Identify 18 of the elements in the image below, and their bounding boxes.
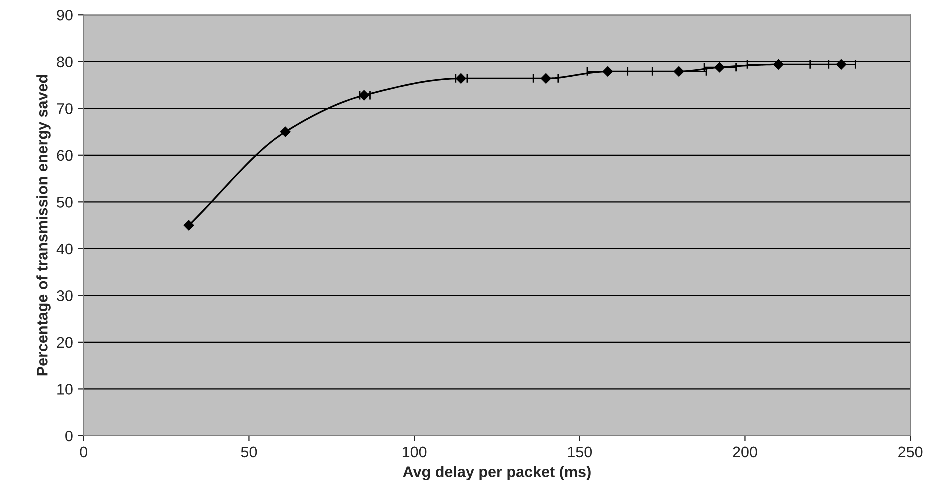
- x-tick-label: 50: [241, 446, 258, 458]
- y-tick-label: 10: [58, 384, 73, 395]
- y-tick-label: 30: [57, 290, 73, 302]
- x-axis-title: Avg delay per packet (ms): [403, 466, 591, 480]
- y-tick-label: 20: [57, 337, 73, 348]
- y-tick-label: 60: [57, 150, 73, 162]
- x-tick-label: 100: [402, 446, 427, 458]
- y-tick-label: 50: [57, 197, 73, 208]
- y-tick-label: 40: [56, 244, 73, 255]
- y-tick-label: 0: [66, 430, 73, 442]
- y-tick-label: 80: [57, 56, 73, 68]
- x-tick-label: 150: [568, 446, 592, 458]
- x-tick-label: 0: [80, 446, 88, 458]
- x-tick-label: 200: [733, 446, 758, 458]
- y-tick-label: 70: [57, 104, 73, 114]
- y-axis-title: Percentage of transmission energy saved: [36, 75, 51, 376]
- y-tick-label: 90: [57, 10, 73, 21]
- x-tick-label: 250: [898, 446, 923, 458]
